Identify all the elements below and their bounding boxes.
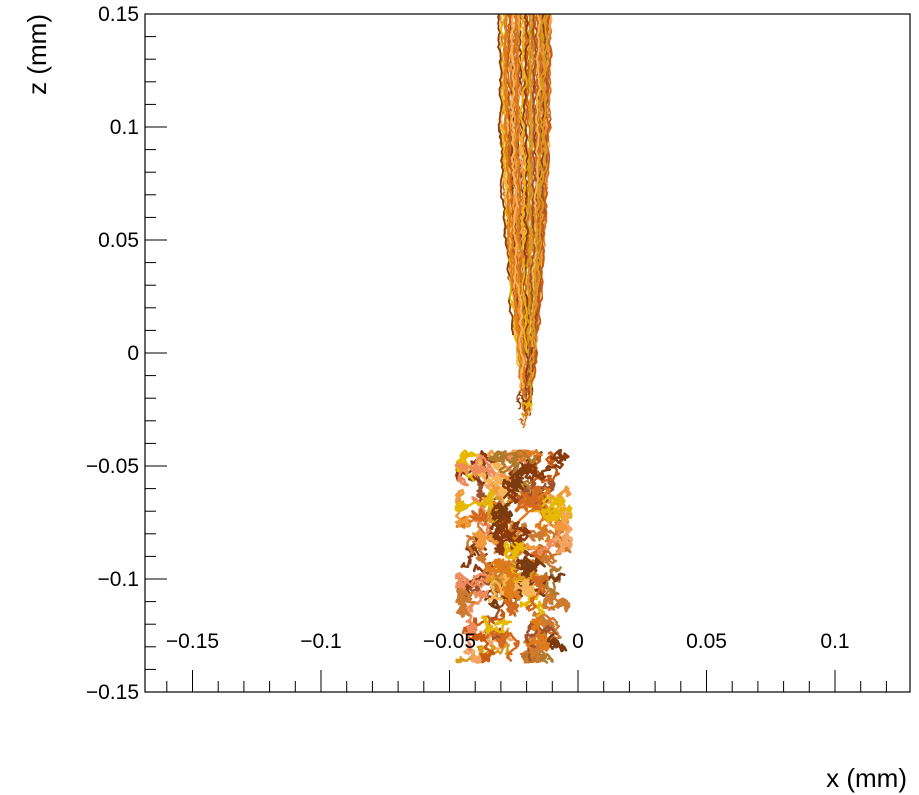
cluster-track: [472, 529, 505, 551]
y-tick-label: 0: [127, 342, 139, 365]
cluster-track: [485, 625, 520, 663]
cluster-track: [503, 599, 520, 617]
cluster-track: [469, 508, 493, 526]
beam-track: [509, 14, 528, 405]
cluster-track: [454, 454, 493, 487]
tip-track: [519, 386, 526, 397]
cluster-track: [487, 574, 536, 604]
cluster-track: [503, 541, 526, 560]
beam-track: [503, 14, 527, 420]
cluster-track: [541, 588, 571, 613]
y-tick-label: 0.1: [110, 116, 139, 139]
x-tick-label: 0.05: [686, 630, 727, 653]
y-axis: 0.15 0.1 0.05 0 −0.05 −0.1 −0.15: [86, 3, 167, 704]
beam-track: [519, 14, 528, 354]
cluster-track: [546, 632, 568, 653]
cluster-track: [514, 485, 543, 513]
x-tick-label: −0.05: [423, 630, 476, 653]
x-tick-label: −0.1: [300, 630, 341, 653]
tip-track: [522, 417, 528, 429]
cluster-track: [455, 449, 480, 482]
x-axis-title: x (mm): [826, 763, 907, 793]
cluster-track: [494, 515, 514, 556]
cluster-track: [455, 588, 476, 618]
cluster-track: [460, 538, 489, 569]
tip-track: [526, 400, 534, 407]
cluster-track: [481, 615, 513, 635]
cluster-track: [519, 591, 546, 618]
x-axis: −0.15 −0.1 −0.05 0 0.05 0.1: [166, 630, 850, 692]
cluster-track: [492, 460, 519, 497]
cluster-track: [525, 617, 552, 657]
beam-track: [528, 14, 549, 402]
tip-track: [518, 418, 525, 426]
cluster-track: [549, 485, 573, 532]
cluster-track: [454, 571, 489, 594]
y-axis-title: z (mm): [22, 14, 52, 95]
y-tick-label: −0.05: [86, 455, 139, 478]
cluster-track: [487, 449, 537, 474]
tip-track: [518, 391, 525, 404]
cluster-track: [463, 589, 489, 652]
cluster-track: [484, 558, 514, 579]
cluster-track: [454, 488, 476, 529]
y-tick-label: −0.1: [98, 568, 139, 591]
cluster-track: [463, 648, 484, 664]
cluster-track: [525, 550, 553, 612]
x-tick-label: 0.1: [820, 630, 849, 653]
particle-tracks: [454, 14, 573, 664]
tip-track: [520, 412, 526, 420]
x-tick-label: −0.15: [166, 630, 219, 653]
y-tick-label: 0.05: [98, 229, 139, 252]
cluster-track: [515, 555, 546, 577]
cluster-track: [525, 449, 570, 481]
cluster-track: [501, 572, 519, 599]
y-tick-label: 0.15: [98, 3, 139, 26]
beam-track: [525, 14, 534, 342]
tip-track: [517, 397, 522, 410]
y-tick-label: −0.15: [86, 681, 139, 704]
beam-track: [530, 14, 546, 348]
cluster-track: [454, 487, 496, 513]
cluster-track: [552, 510, 573, 554]
x-tick-label: 0: [572, 630, 584, 653]
cluster-track: [502, 467, 526, 500]
cluster-track: [503, 463, 532, 505]
